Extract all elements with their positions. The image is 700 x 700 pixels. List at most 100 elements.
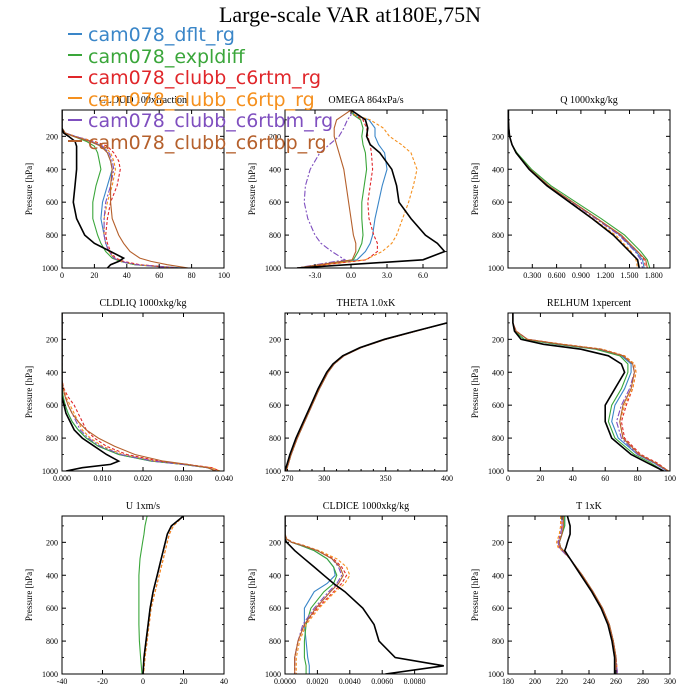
x-tick-label: -20: [97, 677, 108, 686]
x-tick-label: 1.800: [645, 271, 663, 280]
legend-swatch: [68, 32, 82, 35]
series-line-7: [563, 516, 616, 674]
legend-entry: cam078_clubb_c6rtbp_rg: [68, 132, 327, 154]
series-line-3: [557, 516, 618, 674]
series-line-6: [62, 110, 189, 268]
series-line-4: [296, 110, 418, 268]
series-line-7: [285, 322, 447, 471]
x-tick-label: 20: [536, 474, 544, 483]
panel-frame: [284, 109, 448, 269]
series-line-7: [512, 313, 664, 471]
panel-frame: [507, 515, 671, 675]
y-tick-label: 200: [492, 335, 504, 344]
x-tick-label: 300: [318, 474, 330, 483]
y-tick-label: 200: [492, 538, 504, 547]
y-tick-label: 400: [269, 165, 281, 174]
series-line-2: [296, 110, 368, 268]
series-line-1: [62, 313, 217, 471]
y-tick-label: 1000: [42, 467, 58, 476]
panel-frame: [507, 312, 671, 472]
legend-label: cam078_clubb_c6rtbm_rg: [88, 110, 334, 132]
y-tick-label: 600: [269, 401, 281, 410]
legend-entry: cam078_clubb_c6rtbm_rg: [68, 110, 333, 132]
y-tick-label: 600: [46, 401, 58, 410]
y-axis-label: Pressure [hPa]: [24, 366, 34, 418]
panel-frame: [284, 515, 448, 675]
x-tick-label: 280: [637, 677, 649, 686]
series-line-5: [285, 516, 343, 674]
y-axis-label: Pressure [hPa]: [470, 366, 480, 418]
x-tick-label: 20: [90, 271, 98, 280]
y-axis-label: Pressure [hPa]: [24, 569, 34, 621]
series-line-6: [512, 313, 669, 471]
series-line-1: [142, 516, 184, 674]
y-tick-label: 1000: [42, 264, 58, 273]
panel-frame: [284, 312, 448, 472]
y-axis-label: Pressure [hPa]: [470, 163, 480, 215]
series-line-3: [285, 516, 348, 674]
series-line-4: [143, 516, 184, 674]
y-tick-label: 600: [492, 401, 504, 410]
panel-frame: [507, 109, 671, 269]
y-tick-label: 800: [46, 231, 58, 240]
x-tick-label: 180: [502, 677, 514, 686]
y-axis-label: Pressure [hPa]: [247, 569, 257, 621]
legend-label: cam078_expldiff: [88, 45, 245, 68]
x-tick-label: 20: [180, 677, 188, 686]
y-tick-label: 600: [492, 604, 504, 613]
legend-swatch: [68, 97, 82, 99]
y-tick-label: 1000: [488, 264, 504, 273]
y-tick-label: 400: [46, 571, 58, 580]
x-tick-label: 0.040: [215, 474, 233, 483]
x-tick-label: 3.0: [382, 271, 392, 280]
series-line-5: [296, 110, 352, 268]
y-tick-label: 200: [269, 335, 281, 344]
series-line-3: [508, 110, 647, 268]
y-tick-label: 200: [269, 538, 281, 547]
series-line-4: [512, 313, 669, 471]
x-tick-label: -40: [57, 677, 68, 686]
x-tick-label: 0.0080: [404, 677, 426, 686]
legend-label: cam078_dflt_rg: [88, 24, 235, 46]
x-tick-label: 1.200: [596, 271, 614, 280]
series-line-4: [556, 516, 618, 674]
series-line-2: [512, 313, 664, 471]
y-tick-label: 600: [46, 604, 58, 613]
x-tick-label: 0.0060: [371, 677, 393, 686]
y-tick-label: 200: [46, 132, 58, 141]
series-line-3: [512, 313, 669, 471]
legend-entry: cam078_clubb_c6rtp_rg: [68, 89, 315, 111]
panel-title: CLDLIQ 1000xkg/kg: [100, 298, 187, 309]
y-tick-label: 1000: [265, 670, 281, 679]
legend-swatch: [68, 54, 82, 56]
legend-label: cam078_clubb_c6rtm_rg: [88, 67, 322, 89]
y-axis-label: Pressure [hPa]: [470, 569, 480, 621]
x-tick-label: 220: [556, 677, 568, 686]
series-line-6: [62, 313, 217, 471]
x-tick-label: 40: [569, 474, 577, 483]
series-line-1: [512, 313, 668, 471]
y-tick-label: 600: [492, 198, 504, 207]
x-tick-label: 40: [123, 271, 131, 280]
x-tick-label: 0: [506, 474, 510, 483]
x-tick-label: 270: [281, 474, 293, 483]
series-line-4: [62, 313, 221, 471]
x-tick-label: 300: [664, 677, 676, 686]
series-line-5: [557, 516, 618, 674]
series-line-7: [62, 313, 121, 471]
y-tick-label: 200: [46, 335, 58, 344]
series-line-2: [285, 516, 338, 674]
panel-3: Q 1000xkg/kg 200 400 600 800 1000 0.300 0.600 0.…: [470, 95, 671, 280]
x-tick-label: 60: [601, 474, 609, 483]
series-line-7: [508, 110, 640, 268]
y-tick-label: 1000: [488, 670, 504, 679]
y-tick-label: 400: [46, 165, 58, 174]
x-tick-label: -3.0: [309, 271, 322, 280]
x-tick-label: 0: [141, 677, 145, 686]
panel-title: RELHUM 1xpercent: [547, 298, 631, 309]
panel-title: THETA 1.0xK: [337, 298, 396, 309]
x-tick-label: 40: [220, 677, 228, 686]
